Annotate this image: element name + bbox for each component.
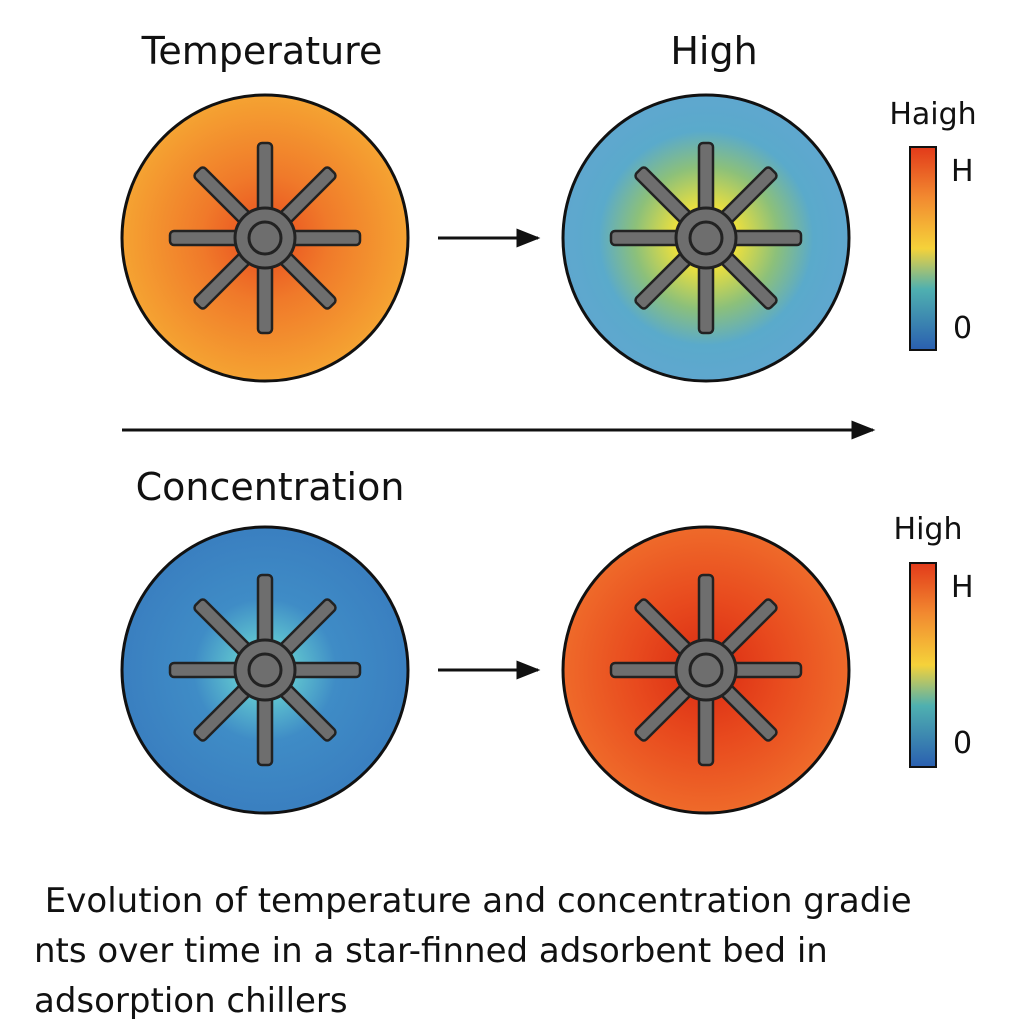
caption: Evolution of temperature and concentrati… [34,881,912,921]
colorbar-label: 0 [953,726,972,761]
colorbar-label: H [951,154,974,189]
colorbar [909,146,937,351]
hub-core [247,652,283,688]
hub-core [688,652,724,688]
star-fin [168,573,362,767]
colorbar-title: High [894,512,963,547]
caption: adsorption chillers [34,981,348,1021]
colorbar-label: H [951,570,974,605]
hub-core [688,220,724,256]
label: High [670,29,757,73]
star-fin [609,573,803,767]
caption: nts over time in a star-finned adsorbent… [34,931,828,971]
label: Temperature [141,29,383,73]
colorbar-label: 0 [953,311,972,346]
colorbar-title: Haigh [889,97,976,132]
label: Concentration [136,465,405,509]
star-fin [609,141,803,335]
star-fin [168,141,362,335]
hub-core [247,220,283,256]
colorbar [909,562,937,768]
